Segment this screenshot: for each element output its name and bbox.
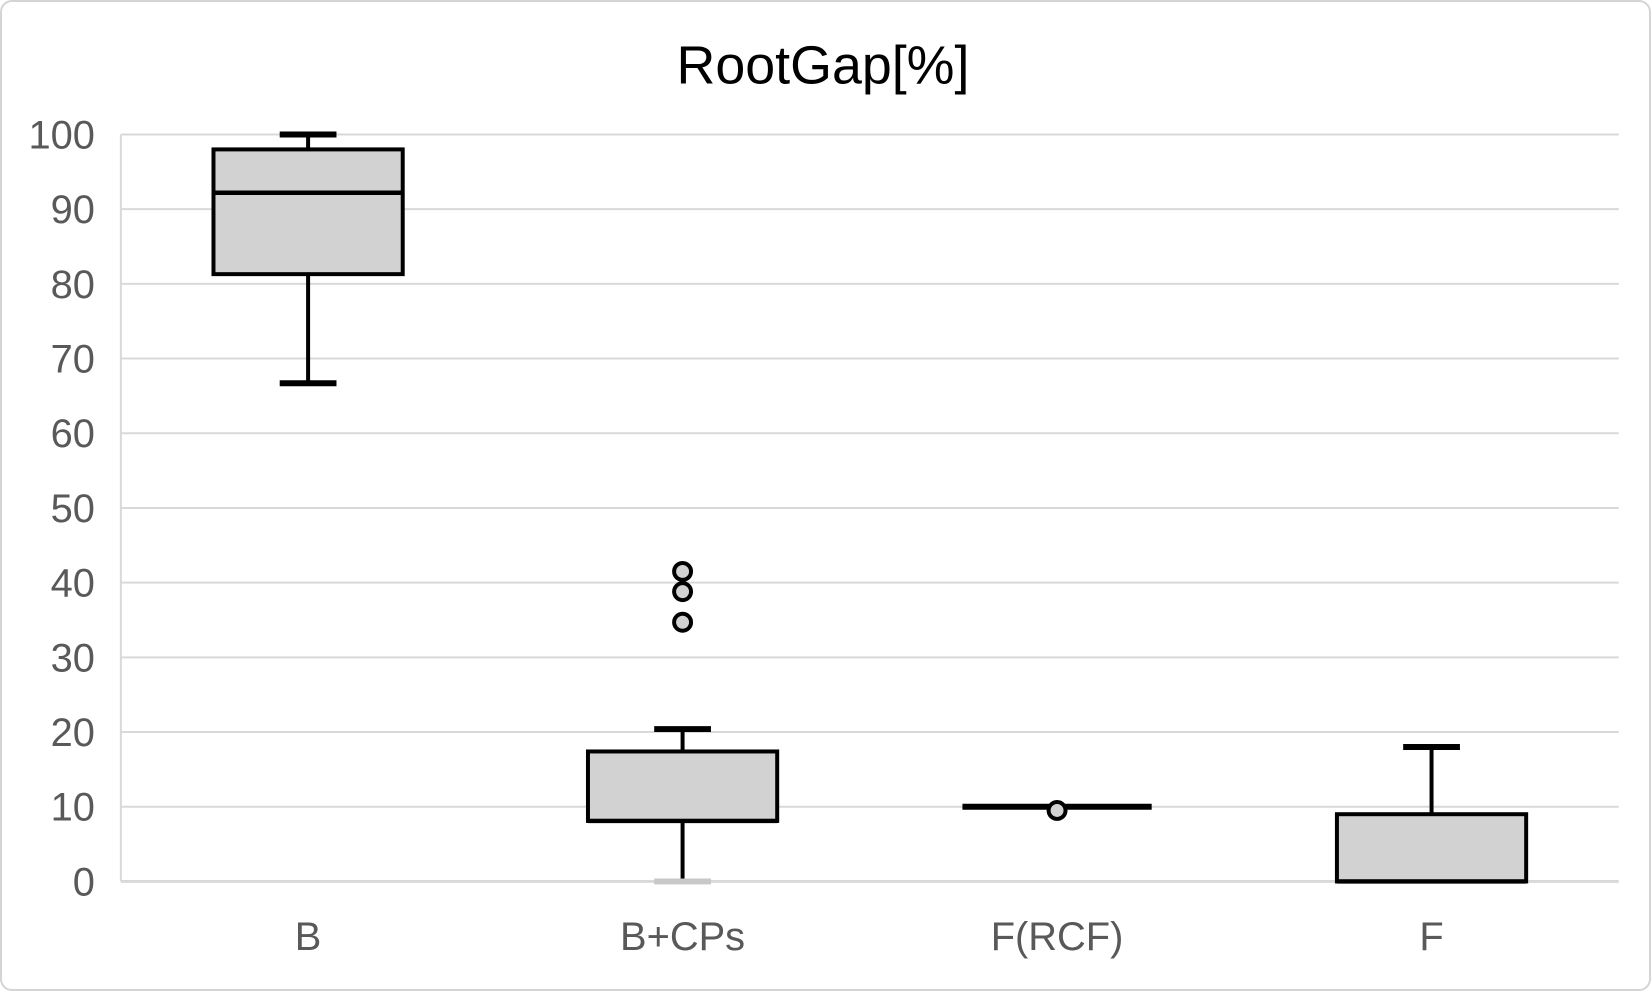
outlier-point-B+CPs-0: [672, 560, 694, 582]
y-tick-label-80: 80: [51, 263, 95, 307]
y-tick-label-30: 30: [51, 636, 95, 680]
boxplot-series-B: [211, 131, 405, 387]
box: [585, 749, 780, 823]
box: [211, 147, 405, 277]
category-label-F: F: [1419, 915, 1443, 959]
y-tick-label-10: 10: [51, 786, 95, 830]
outlier-point-B+CPs-1: [672, 581, 694, 603]
y-tick-label-20: 20: [51, 711, 95, 755]
y-tick-label-40: 40: [51, 562, 95, 606]
y-tick-label-100: 100: [29, 113, 95, 157]
y-tick-label-60: 60: [51, 412, 95, 456]
y-tick-label-90: 90: [51, 188, 95, 232]
gridlines-group: [119, 133, 1619, 883]
plot-group: [211, 131, 1529, 885]
boxplot-series-B+CPs: [585, 560, 780, 885]
chart-title: RootGap[%]: [677, 36, 970, 96]
y-tick-label-0: 0: [73, 860, 95, 904]
axis-labels-group: 0 10 20 30 40 50 60 70 80 90 100 B B+CPs F(RCF) F: [29, 113, 1444, 959]
category-label-F(RCF): F(RCF): [991, 915, 1124, 959]
outlier-point-B+CPs-2: [672, 611, 694, 633]
category-label-B+CPs: B+CPs: [620, 915, 745, 959]
y-tick-label-70: 70: [51, 337, 95, 381]
y-tick-label-50: 50: [51, 487, 95, 531]
boxplot-series-F(RCF): [962, 800, 1152, 821]
boxplot-series-F: [1334, 743, 1529, 884]
category-label-B: B: [295, 915, 322, 959]
box: [1334, 812, 1529, 884]
outlier-point-F(RCF)-0: [1046, 800, 1068, 821]
